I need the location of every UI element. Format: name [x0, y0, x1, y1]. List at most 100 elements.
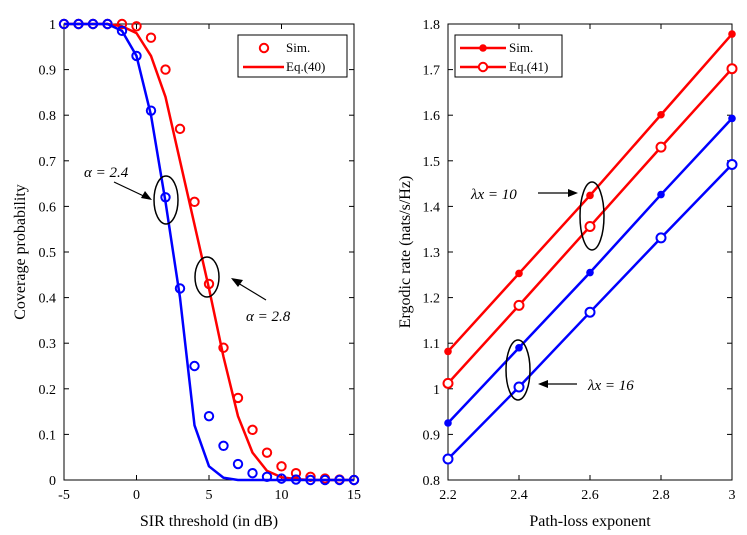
ergodic-y-tick-label: 1.3 [423, 246, 441, 261]
ergodic-y-tick-label: 1.4 [423, 200, 441, 215]
coverage-series-3-point [116, 25, 128, 37]
lambda-16-annotation: λx = 16 [505, 339, 634, 401]
coverage-series-1-point [247, 424, 258, 436]
alpha-24-label: α = 2.4 [84, 165, 129, 181]
ergodic-y-tick-label: 1.7 [423, 64, 441, 79]
ergodic-y-tick-label: 1.6 [423, 109, 441, 124]
ergodic-x-tick-label: 2.8 [652, 488, 670, 503]
ergodic-x-axis-label: Path-loss exponent [529, 513, 651, 530]
coverage-series-1-point [160, 64, 171, 75]
lambda-16-label: λx = 16 [587, 378, 634, 394]
coverage-y-tick-label: 0.9 [39, 64, 57, 79]
ergodic-series-1-point [584, 220, 596, 232]
coverage-series-3-point [145, 105, 157, 116]
coverage-series-3-point [261, 471, 273, 483]
ergodic-x-tick-label: 2.4 [510, 488, 528, 503]
coverage-y-tick-label: 0.4 [39, 292, 57, 307]
coverage-series-3-point [276, 473, 287, 484]
ergodic-series-3-point [442, 453, 454, 465]
alpha-28-arrowhead [231, 278, 243, 287]
coverage-y-tick-label: 0 [49, 474, 56, 489]
ergodic-y-tick-label: 0.9 [423, 428, 441, 443]
ergodic-legend-eq-label: Eq.(41) [509, 59, 548, 74]
coverage-series-3-point [232, 458, 244, 470]
coverage-series-3-point [174, 283, 186, 294]
coverage-legend-box [237, 34, 348, 78]
alpha-28-label: α = 2.8 [246, 309, 291, 325]
coverage-series-3-point [348, 474, 360, 486]
ergodic-series-2-point [586, 268, 594, 277]
lambda-10-annotation: λx = 10 [470, 181, 605, 251]
ergodic-legend-eq-marker [477, 61, 489, 73]
coverage-plot-area [63, 23, 355, 481]
coverage-series-3-point [305, 474, 316, 486]
ergodic-legend-sim-label: Sim. [509, 40, 533, 55]
coverage-series-1-point [116, 18, 128, 30]
alpha-28-annotation: α = 2.8 [194, 256, 291, 325]
lambda-10-arrowhead [568, 189, 578, 197]
coverage-series-3-point [218, 440, 229, 451]
coverage-legend: Sim. Eq.(40) [237, 34, 348, 78]
ergodic-series-1-point [442, 377, 454, 389]
ergodic-series-2-point [728, 114, 736, 123]
coverage-series-3-point [319, 474, 331, 486]
coverage-x-axis-label: SIR threshold (in dB) [140, 513, 278, 530]
coverage-series-3-point [203, 410, 215, 422]
ergodic-y-tick-label: 0.8 [423, 474, 441, 489]
coverage-y-tick-label: 0.6 [39, 200, 57, 215]
coverage-series-1-point [145, 32, 157, 43]
alpha-24-ellipse [153, 175, 179, 225]
coverage-series-1-point [131, 21, 142, 32]
coverage-series-3-point [73, 18, 84, 30]
coverage-series-3-point [160, 192, 171, 203]
alpha-24-annotation: α = 2.4 [84, 165, 179, 225]
coverage-series-1-point [276, 461, 287, 472]
coverage-series-1-point [232, 392, 244, 404]
coverage-x-tick-label: 5 [206, 488, 213, 503]
ergodic-legend-box [454, 34, 563, 78]
ergodic-series-0-point [657, 110, 665, 119]
coverage-x-tick-label: 10 [275, 488, 289, 503]
coverage-y-tick-label: 1 [49, 18, 56, 33]
ergodic-series-3-point [726, 158, 738, 170]
coverage-y-tick-label: 0.3 [39, 337, 57, 352]
coverage-series-1-point [290, 467, 302, 479]
coverage-series-3-point [87, 18, 99, 30]
alpha-28-ellipse [194, 256, 220, 298]
coverage-series-3-point [334, 474, 345, 486]
ergodic-series-1-point [513, 299, 525, 311]
coverage-x-tick-label: 15 [347, 488, 361, 503]
ergodic-x-tick-label: 2.6 [581, 488, 599, 503]
ergodic-x-tick-label: 3 [729, 488, 736, 503]
ergodic-rate-chart: 2.2 2.4 2.6 2.8 3 0.8 0.9 1 1.1 1.2 1.3 1.4 1.5 1.6 1.… [397, 18, 738, 530]
ergodic-y-axis-label: Ergodic rate (nats/s/Hz) [397, 176, 414, 329]
ergodic-series-2-point [515, 343, 523, 352]
coverage-y-tick-label: 0.7 [39, 155, 57, 170]
lambda-16-arrowhead [538, 380, 548, 388]
coverage-series-3-point [58, 18, 70, 30]
ergodic-series-2-point [657, 190, 665, 199]
ergodic-series-1-point [655, 141, 667, 153]
coverage-legend-eq-label: Eq.(40) [286, 59, 325, 74]
coverage-series-3-point [131, 50, 142, 62]
ergodic-series-3-point [513, 381, 525, 393]
coverage-series-1-point [218, 342, 229, 353]
lambda-10-label: λx = 10 [470, 187, 517, 203]
ergodic-series-3-point [655, 232, 667, 244]
ergodic-series-3-point [584, 306, 596, 318]
ergodic-y-tick-label: 1 [433, 383, 440, 398]
lambda-16-ellipse [505, 339, 531, 401]
coverage-legend-sim-marker [258, 42, 270, 54]
coverage-series-1-point [189, 196, 200, 208]
ergodic-legend: Sim. Eq.(41) [454, 34, 563, 78]
coverage-y-tick-label: 0.1 [39, 428, 57, 443]
coverage-legend-sim-label: Sim. [286, 40, 310, 55]
coverage-series-3-point [290, 474, 302, 485]
ergodic-legend-sim-marker [479, 44, 487, 52]
ergodic-series-2-point [444, 419, 452, 427]
coverage-y-tick-label: 0.5 [39, 246, 57, 261]
coverage-series-3-point [189, 360, 200, 372]
ergodic-series-0-point [728, 30, 736, 38]
